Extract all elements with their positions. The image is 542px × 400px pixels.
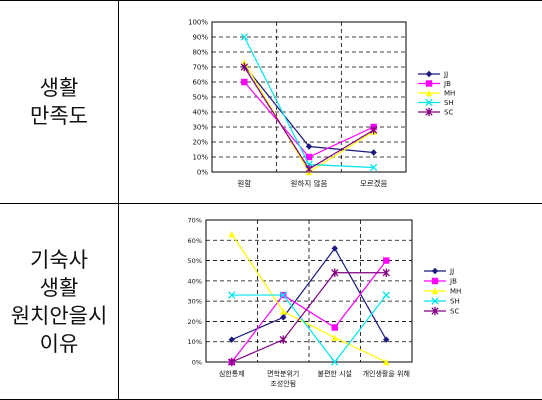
data-point-star bbox=[305, 164, 313, 174]
legend-label: JJ bbox=[449, 268, 454, 276]
x-tick-label: 면학분위기 조성안됨 bbox=[267, 369, 299, 388]
y-tick-label: 0% bbox=[192, 359, 202, 367]
data-point-diamond bbox=[431, 267, 439, 275]
y-tick-label: 60% bbox=[188, 237, 202, 245]
table-column-divider bbox=[118, 0, 119, 400]
y-tick-label: 30% bbox=[192, 124, 208, 132]
legend-label: SC bbox=[450, 308, 459, 316]
y-tick-label: 0% bbox=[197, 169, 208, 177]
x-tick-label: 개인생활을 위해 bbox=[363, 369, 410, 378]
data-point-diamond bbox=[383, 336, 390, 343]
y-tick-label: 10% bbox=[192, 154, 208, 162]
data-point-x bbox=[370, 163, 378, 172]
row-label-line: 기숙사 bbox=[30, 248, 88, 272]
data-point-diamond bbox=[370, 149, 377, 156]
y-tick-label: 20% bbox=[188, 318, 202, 326]
series-line-jb bbox=[231, 260, 387, 363]
data-point-square bbox=[241, 78, 248, 86]
series-line-sc bbox=[231, 272, 387, 363]
x-tick-label: 심한통제 bbox=[219, 369, 245, 378]
data-point-x bbox=[279, 291, 287, 299]
y-tick-label: 30% bbox=[188, 298, 202, 306]
y-tick-label: 50% bbox=[192, 94, 208, 102]
row-label-line: 만족도 bbox=[30, 104, 88, 128]
legend-label: MH bbox=[450, 288, 461, 296]
chart-dorm-reasons: 0% 10% 20% 30% 40% 50% 60% 70% 심한통제 면학분위기 조성안됨 불편한 … bbox=[188, 217, 462, 389]
x-tick-label: 원하지 않음 bbox=[291, 178, 328, 188]
series-line-mh bbox=[231, 233, 387, 363]
row-label-line: 생활 bbox=[39, 276, 79, 300]
series-line-jj bbox=[243, 65, 374, 154]
data-point-star bbox=[370, 125, 378, 135]
legend-label: MH bbox=[444, 90, 455, 98]
row-label-life-satisfaction: 생활 만족도 bbox=[0, 74, 118, 130]
y-tick-label: 10% bbox=[188, 338, 202, 346]
legend-label: JB bbox=[443, 80, 451, 88]
y-tick-label: 40% bbox=[188, 277, 202, 285]
x-tick-label: 모르겠음 bbox=[360, 178, 388, 188]
data-point-triangle bbox=[228, 231, 235, 238]
y-tick-label: 100% bbox=[188, 19, 208, 27]
y-tick-label: 60% bbox=[192, 79, 208, 87]
data-point-diamond bbox=[280, 314, 287, 321]
data-point-triangle bbox=[241, 59, 248, 66]
data-point-star bbox=[382, 268, 390, 277]
y-tick-label: 70% bbox=[188, 217, 202, 225]
data-point-triangle bbox=[431, 287, 439, 295]
data-point-diamond bbox=[305, 143, 313, 150]
data-point-star bbox=[431, 306, 439, 316]
row-label-line: 원치안을시 bbox=[10, 304, 108, 328]
y-tick-label: 20% bbox=[192, 139, 208, 147]
data-point-star bbox=[425, 107, 433, 117]
row-label-dorm-reasons: 기숙사 생활 원치안을시 이유 bbox=[0, 246, 118, 358]
y-tick-label: 80% bbox=[192, 49, 208, 57]
legend-label: SH bbox=[444, 99, 454, 107]
data-point-triangle bbox=[425, 89, 433, 97]
data-point-star bbox=[331, 268, 339, 277]
data-point-square bbox=[305, 153, 313, 161]
y-tick-label: 40% bbox=[192, 109, 208, 117]
legend-label: JJ bbox=[443, 71, 448, 79]
legend-label: SH bbox=[450, 298, 460, 306]
row-label-line: 이유 bbox=[39, 332, 79, 356]
chart-life-satisfaction: 0% 10% 20% 30% 40% 50% 60% 70% 80% 90% 100% 원함 원하지 않… bbox=[188, 19, 455, 189]
table-border-top bbox=[0, 0, 542, 1]
legend-label: JB bbox=[449, 278, 457, 286]
data-point-diamond bbox=[228, 336, 235, 343]
y-tick-label: 50% bbox=[188, 257, 202, 265]
y-tick-label: 70% bbox=[192, 64, 208, 72]
data-point-diamond bbox=[331, 245, 338, 252]
data-point-square bbox=[425, 80, 433, 87]
data-point-x bbox=[382, 291, 390, 299]
data-point-x bbox=[425, 98, 433, 107]
data-point-triangle bbox=[280, 308, 287, 315]
row-label-line: 생활 bbox=[39, 76, 79, 100]
data-point-star bbox=[228, 357, 236, 367]
data-point-x bbox=[228, 291, 236, 299]
data-point-x bbox=[431, 297, 439, 305]
data-point-square bbox=[383, 257, 390, 264]
series-line-sh bbox=[231, 294, 387, 363]
x-tick-label: 원함 bbox=[237, 179, 251, 188]
x-tick-label: 불편한 시설 bbox=[318, 369, 352, 378]
data-point-star bbox=[279, 335, 287, 344]
data-point-diamond bbox=[425, 70, 433, 78]
data-point-square bbox=[331, 324, 338, 331]
data-point-triangle bbox=[331, 334, 338, 341]
data-point-square bbox=[431, 277, 439, 285]
data-point-star bbox=[240, 62, 248, 72]
data-point-x bbox=[240, 33, 248, 41]
data-point-triangle bbox=[383, 358, 390, 366]
data-point-x bbox=[331, 358, 339, 366]
legend-label: SC bbox=[444, 109, 453, 117]
table-row-divider bbox=[0, 203, 542, 204]
y-tick-label: 90% bbox=[192, 34, 208, 42]
